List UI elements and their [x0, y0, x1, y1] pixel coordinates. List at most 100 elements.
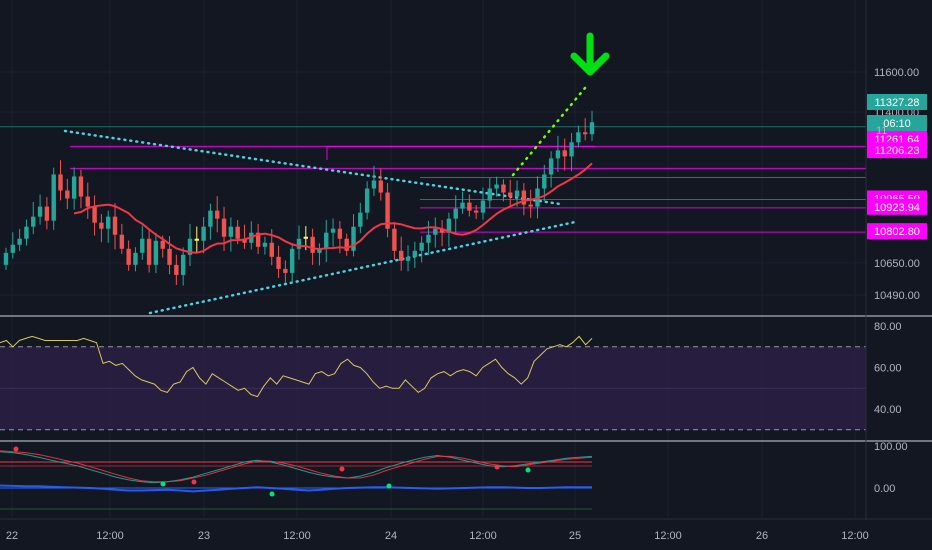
osc-line — [0, 484, 592, 493]
time-axis[interactable]: 22 12:00 23 12:00 24 12:00 25 12:00 26 12:00 — [0, 518, 932, 542]
candle-body — [399, 250, 404, 261]
candle-body — [3, 252, 9, 265]
candle-body — [78, 176, 84, 197]
candle-body — [548, 158, 554, 175]
time-tick-label: 12:00 — [283, 530, 311, 542]
candle-body — [378, 180, 383, 193]
osc-signal-dot — [191, 479, 197, 485]
time-tick-label: 22 — [6, 530, 18, 542]
down-arrow-icon — [570, 32, 610, 76]
candle-body — [140, 238, 145, 253]
candle-body — [405, 256, 411, 261]
price-axis[interactable]: 11600.0011400.0010650.0010490.0080.0060.… — [867, 67, 927, 495]
candle-body — [221, 218, 227, 237]
trendlines — [63, 86, 587, 315]
candle-body — [215, 210, 220, 219]
candle-body — [467, 202, 472, 211]
candle-body — [85, 196, 90, 207]
candle-body — [433, 228, 438, 235]
candle-body — [180, 254, 186, 275]
candle-body — [269, 242, 274, 257]
time-tick-label: 24 — [385, 530, 397, 542]
candle-body — [364, 188, 370, 213]
price-tag-label: 11327.28 — [874, 97, 919, 109]
axis-tick-label: 0.00 — [874, 483, 895, 495]
osc-signal-dot — [13, 446, 19, 452]
candle-body — [542, 174, 547, 189]
rsi-panel — [0, 335, 866, 431]
candle-body — [576, 132, 581, 143]
osc-signal-dot — [160, 481, 166, 487]
time-tick-label: 23 — [198, 530, 210, 542]
axis-tick-label: 11600.00 — [874, 67, 919, 79]
candle-body — [112, 216, 118, 235]
candle-body — [235, 226, 240, 239]
panel-separators[interactable] — [0, 0, 932, 520]
moving-average — [73, 162, 593, 254]
candle-body — [201, 226, 206, 241]
candle-body — [153, 240, 159, 265]
candle-body — [351, 226, 356, 251]
candle-body — [344, 238, 349, 251]
osc-signal-dot — [525, 467, 531, 473]
osc-signal-dot — [386, 483, 392, 489]
down-arrow-icon — [570, 32, 610, 76]
price-tag-label: 06:10 — [883, 118, 911, 130]
candle-body — [412, 250, 418, 257]
candle-body — [371, 180, 377, 189]
candle-body — [426, 234, 431, 243]
time-tick-label: 12:00 — [654, 530, 682, 542]
candle-body — [65, 190, 70, 199]
candle-body — [473, 210, 479, 213]
candle-body — [99, 222, 104, 229]
candle-body — [419, 242, 424, 251]
trendline-lower — [148, 220, 577, 315]
candle-body — [324, 232, 329, 249]
candle-body — [255, 232, 261, 247]
candle-body — [208, 210, 213, 227]
rsi-line — [0, 335, 593, 398]
candle-body — [562, 150, 567, 157]
candle-body — [480, 200, 486, 213]
candle-body — [508, 192, 513, 197]
candle-body — [276, 256, 281, 269]
candle-body — [17, 238, 22, 245]
axis-tick-label: 10650.00 — [874, 258, 920, 270]
price-tag-label: 10802.80 — [874, 226, 920, 238]
candle-body — [92, 206, 97, 223]
candle-body — [521, 190, 527, 205]
candle-body — [303, 236, 309, 239]
candle-body — [174, 264, 179, 275]
axis-tick-label: 60.00 — [874, 363, 902, 375]
price-tag — [867, 94, 927, 110]
axis-tick-label: 100.00 — [874, 441, 908, 453]
trendline-breakout — [511, 86, 587, 177]
osc-line — [0, 451, 593, 484]
candle-body — [126, 248, 131, 265]
candle-body — [460, 202, 465, 209]
time-tick-label: 25 — [569, 530, 581, 542]
axis-tick-label: 80.00 — [874, 321, 902, 333]
candles — [3, 110, 595, 286]
time-tick-label: 12:00 — [841, 530, 869, 542]
candle-body — [453, 208, 458, 219]
osc-signal-dot — [339, 466, 345, 472]
candle-body — [514, 190, 520, 197]
candle-body — [31, 216, 36, 227]
candle-body — [51, 174, 56, 221]
candle-body — [589, 122, 595, 135]
candle-body — [187, 238, 193, 255]
support-resistance-lines — [0, 126, 866, 233]
candle-body — [289, 248, 295, 273]
candle-body — [44, 206, 50, 221]
candle-body — [160, 240, 165, 249]
candle-body — [194, 238, 199, 241]
candle-body — [317, 248, 322, 253]
candle-body — [310, 236, 315, 253]
osc-signal-dot — [494, 464, 500, 470]
candle-body — [296, 238, 302, 249]
candle-body — [106, 216, 111, 229]
candle-body — [330, 228, 336, 233]
moving-average-line — [73, 162, 593, 254]
